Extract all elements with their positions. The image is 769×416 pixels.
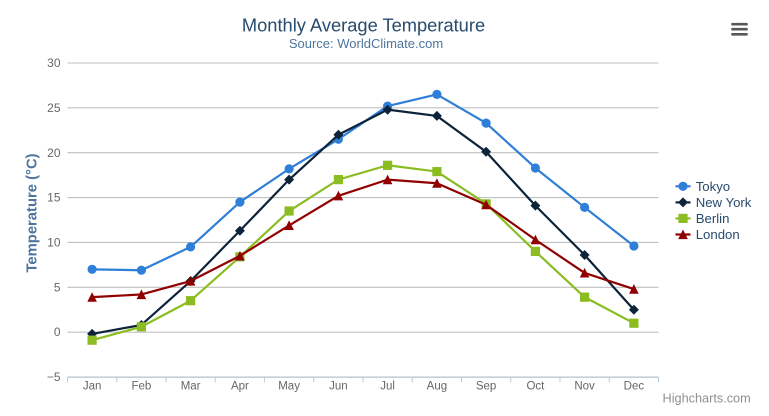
svg-text:London: London — [696, 227, 740, 242]
svg-text:Mar: Mar — [181, 381, 201, 393]
svg-text:Dec: Dec — [624, 381, 645, 393]
svg-text:15: 15 — [47, 191, 61, 205]
svg-text:Highcharts.com: Highcharts.com — [663, 392, 751, 406]
svg-text:Source: WorldClimate.com: Source: WorldClimate.com — [289, 36, 443, 51]
svg-text:Jan: Jan — [83, 381, 102, 393]
svg-text:Jul: Jul — [380, 381, 395, 393]
svg-text:−5: −5 — [47, 370, 61, 384]
svg-text:Berlin: Berlin — [696, 211, 730, 226]
svg-text:0: 0 — [54, 325, 61, 339]
svg-text:5: 5 — [54, 280, 61, 294]
svg-text:30: 30 — [47, 56, 61, 70]
svg-text:Temperature (°C): Temperature (°C) — [25, 153, 41, 272]
svg-text:Monthly Average Temperature: Monthly Average Temperature — [242, 14, 485, 35]
svg-text:Oct: Oct — [526, 381, 545, 393]
svg-text:10: 10 — [47, 236, 61, 250]
svg-text:20: 20 — [47, 146, 61, 160]
svg-text:Feb: Feb — [131, 381, 151, 393]
svg-text:Aug: Aug — [427, 381, 447, 393]
svg-text:25: 25 — [47, 101, 61, 115]
svg-text:Tokyo: Tokyo — [696, 179, 730, 194]
svg-text:New York: New York — [696, 195, 752, 210]
svg-text:Sep: Sep — [476, 381, 496, 393]
svg-text:Nov: Nov — [574, 381, 595, 393]
svg-text:Jun: Jun — [329, 381, 348, 393]
svg-text:May: May — [278, 381, 300, 393]
svg-text:Apr: Apr — [231, 381, 249, 393]
